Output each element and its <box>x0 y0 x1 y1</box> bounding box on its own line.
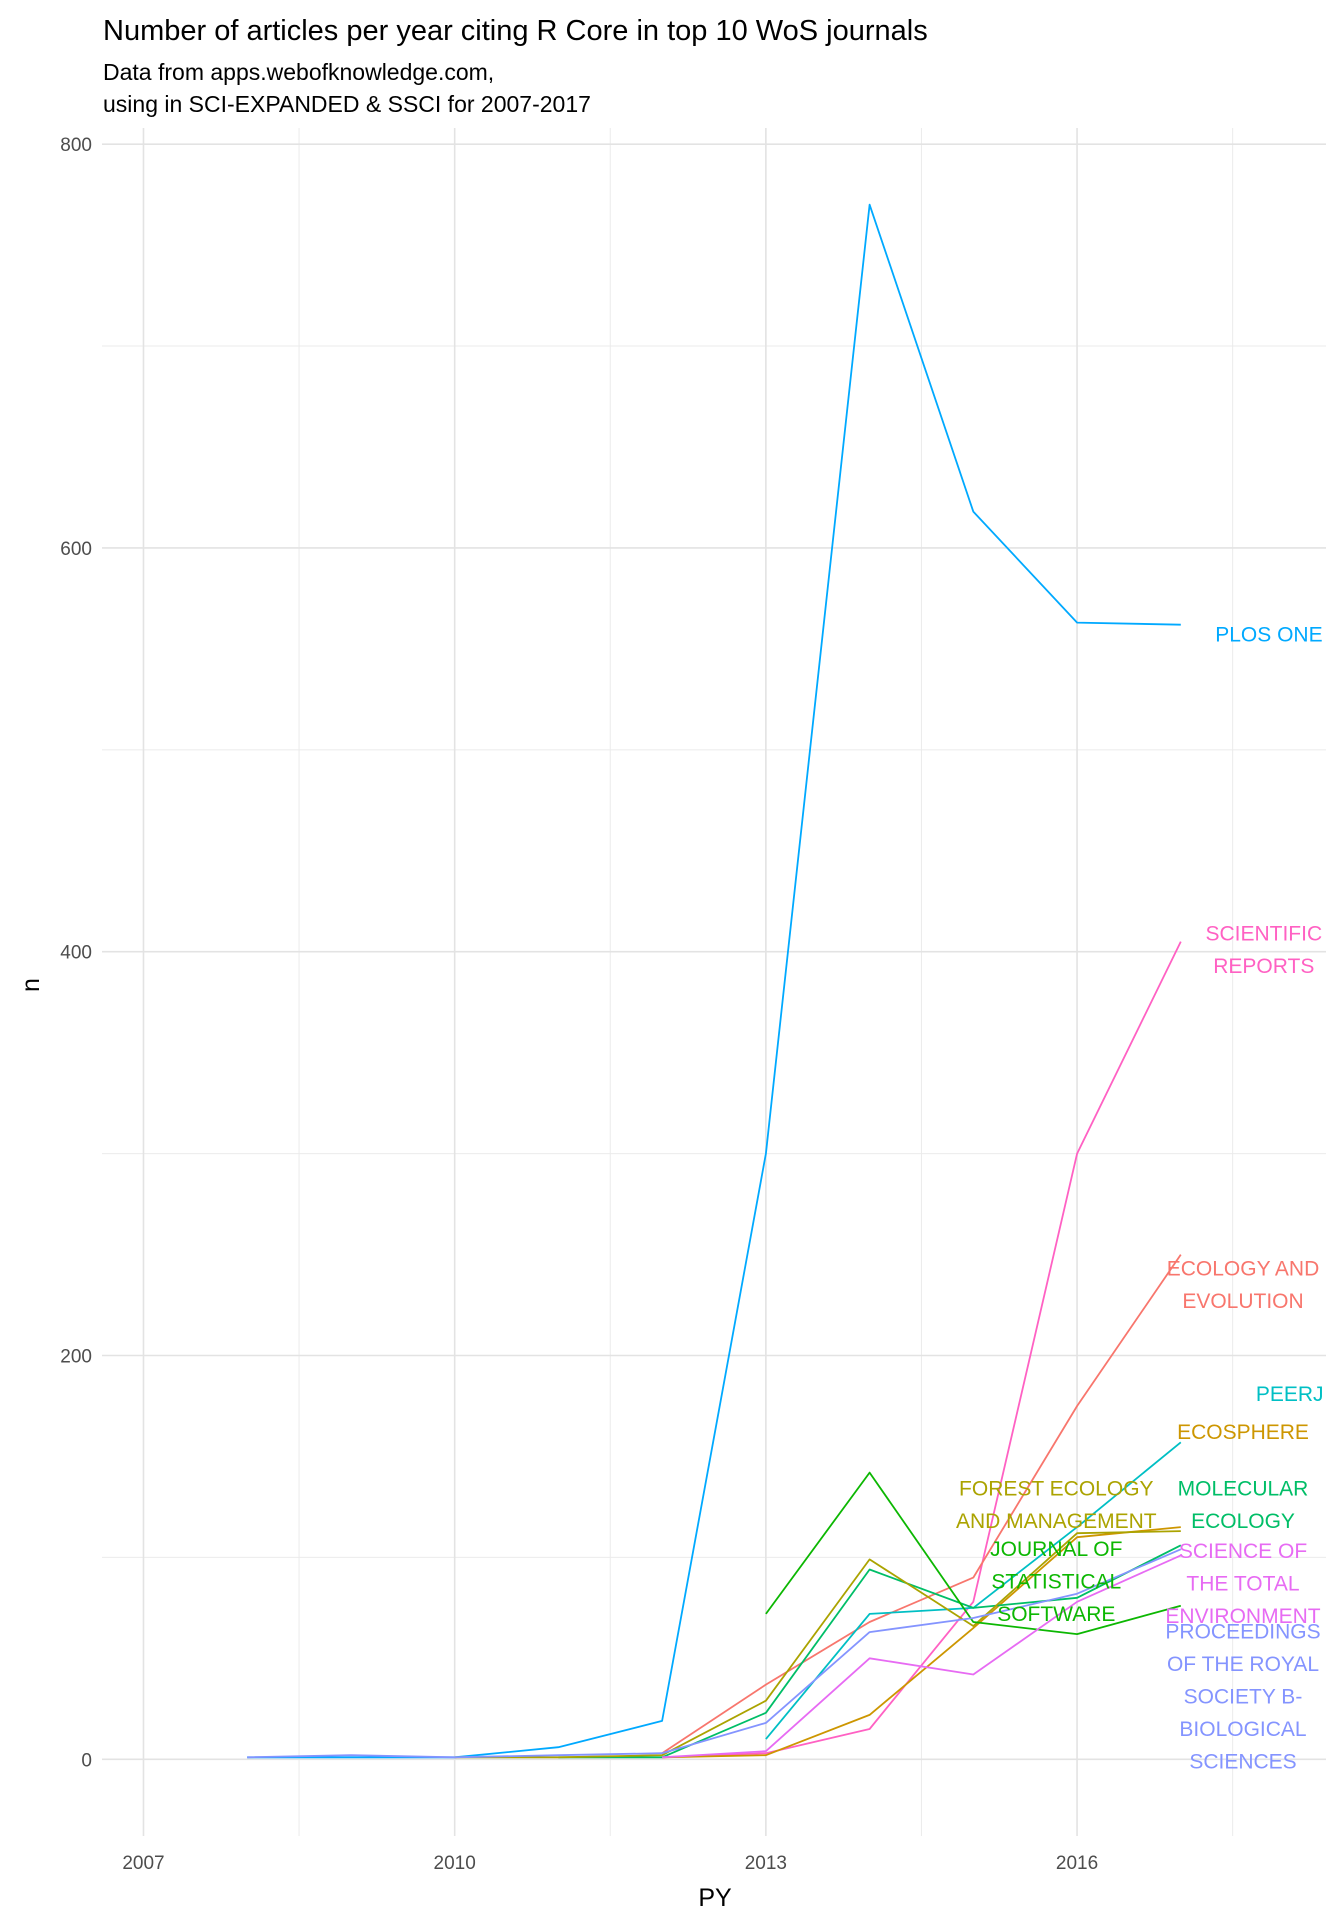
series-labels: PLOS ONE SCIENTIFIC REPORTS ECOLOGY AND EVOL… <box>956 624 1324 1774</box>
chart-title: Number of articles per year citing R Cor… <box>103 15 928 47</box>
series-line <box>662 1526 1181 1759</box>
series-label: PROCEEDINGS <box>1165 1621 1320 1644</box>
series-label: STATISTICAL <box>991 1571 1121 1594</box>
x-tick-label: 2013 <box>745 1853 787 1874</box>
series-line <box>765 1471 1182 1635</box>
chart-subtitle-line-1: Data from apps.webofknowledge.com, <box>103 59 494 85</box>
series-label: SCIENTIFIC <box>1205 922 1322 945</box>
chart-subtitle-line-2: using in SCI-EXPANDED & SSCI for 2007-20… <box>103 91 591 117</box>
series-label: ECOLOGY <box>1191 1510 1295 1533</box>
series-label: THE TOTAL <box>1186 1573 1299 1596</box>
x-axis-title: PY <box>698 1884 732 1912</box>
series-label: AND MANAGEMENT <box>956 1510 1157 1533</box>
series-label: PEERJ <box>1256 1383 1324 1406</box>
y-tick-label: 400 <box>60 943 92 964</box>
series-label: JOURNAL OF <box>990 1538 1122 1561</box>
series-label: OF THE ROYAL <box>1167 1653 1319 1676</box>
y-tick-label: 800 <box>60 135 92 156</box>
series-line <box>247 1548 1182 1759</box>
series-line <box>662 1554 1182 1759</box>
x-tick-label: 2016 <box>1056 1853 1098 1874</box>
series-label: ECOSPHERE <box>1177 1421 1309 1444</box>
y-tick-label: 600 <box>60 539 92 560</box>
y-axis: 0 200 400 600 800 <box>60 135 92 1771</box>
series-label: BIOLOGICAL <box>1179 1718 1306 1741</box>
gridlines <box>102 128 1326 1836</box>
series-line <box>661 1254 1182 1754</box>
series-label: ECOLOGY AND <box>1167 1258 1320 1281</box>
series-label: ENVIRONMENT <box>1165 1605 1320 1628</box>
series-label: PLOS ONE <box>1215 624 1322 647</box>
series-lines <box>247 203 1182 1759</box>
series-line <box>662 941 1182 1759</box>
series-label: SCIENCE OF <box>1179 1540 1307 1563</box>
series-line <box>454 1530 1181 1759</box>
series-label: REPORTS <box>1213 955 1314 978</box>
y-tick-label: 200 <box>60 1346 92 1367</box>
x-tick-label: 2010 <box>434 1853 476 1874</box>
x-axis: 2007 2010 2013 2016 <box>122 1853 1098 1874</box>
y-axis-title: n <box>17 978 45 992</box>
series-label: SCIENCES <box>1189 1751 1296 1774</box>
x-tick-label: 2007 <box>122 1853 164 1874</box>
series-label: SOCIETY B- <box>1184 1686 1303 1709</box>
series-label: EVOLUTION <box>1182 1290 1303 1313</box>
y-tick-label: 0 <box>81 1750 92 1771</box>
series-line <box>247 203 1181 1759</box>
series-label: MOLECULAR <box>1178 1478 1309 1501</box>
series-label: FOREST ECOLOGY <box>959 1478 1154 1501</box>
series-label: SOFTWARE <box>997 1603 1115 1626</box>
